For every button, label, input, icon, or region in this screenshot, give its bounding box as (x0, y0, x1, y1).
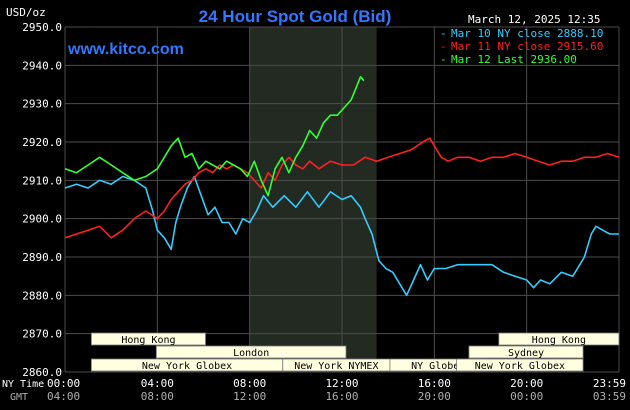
legend-entry: Mar 12 Last 2936.00 (451, 53, 577, 66)
session-bar (456, 358, 584, 372)
gmt-label: GMT (10, 392, 28, 403)
price-series (64, 76, 620, 297)
session-label: London (233, 348, 269, 359)
x-tick-label-gmt: 20:00 (418, 390, 451, 403)
chart-title: 24 Hour Spot Gold (Bid) (199, 7, 392, 26)
x-tick-label-ny: 23:59 (593, 377, 626, 390)
session-bar (468, 345, 584, 359)
x-tick-label-ny: 20:00 (510, 377, 543, 390)
y-tick-label: 2890.0 (22, 251, 62, 264)
series-line-2 (64, 137, 620, 239)
y-axis-ticks: 2950.0 2940.0 2930.0 2920.0 2910.0 2900.0 2890… (22, 21, 62, 379)
session-label: New York NYMEX (294, 361, 378, 372)
y-tick-label: 2880.0 (22, 289, 62, 302)
x-tick-label-gmt: 12:00 (233, 390, 266, 403)
session-label: Hong Kong (121, 335, 175, 346)
session-label: NY Globex (411, 361, 465, 372)
x-tick-label-gmt: 16:00 (325, 390, 358, 403)
session-bar (155, 345, 347, 359)
x-tick-label-ny: 16:00 (418, 377, 451, 390)
session-label: Hong Kong (532, 335, 586, 346)
x-axis-ticks: 00:0004:0004:0008:0008:0012:0012:0016:00… (47, 377, 626, 403)
session-bar (498, 332, 620, 346)
y-tick-label: 2860.0 (22, 366, 62, 379)
y-tick-label: 2870.0 (22, 328, 62, 341)
x-tick-label-gmt: 04:00 (47, 390, 80, 403)
series-line-3 (64, 76, 365, 197)
y-tick-label: 2900.0 (22, 213, 62, 226)
legend: - Mar 10 NY close 2888.10- Mar 11 NY close… (440, 27, 603, 66)
chart-datetime: March 12, 2025 12:35 (468, 13, 600, 26)
x-tick-label-ny: 04:00 (141, 377, 174, 390)
x-tick-label-ny: 08:00 (233, 377, 266, 390)
ny-time-label: NY Time (2, 379, 44, 390)
y-tick-label: 2930.0 (22, 98, 62, 111)
units-label: USD/oz (6, 6, 46, 19)
x-tick-label-gmt: 00:00 (510, 390, 543, 403)
y-tick-label: 2950.0 (22, 21, 62, 34)
legend-dash: - (440, 53, 447, 66)
session-label: New York Globex (142, 361, 232, 372)
y-tick-label: 2910.0 (22, 174, 62, 187)
legend-dash: - (440, 40, 447, 53)
x-tick-label-gmt: 03:59 (593, 390, 626, 403)
legend-entry: Mar 11 NY close 2915.60 (451, 40, 603, 53)
session-label: Sydney (508, 348, 544, 359)
legend-dash: - (440, 27, 447, 40)
y-tick-label: 2920.0 (22, 136, 62, 149)
series-line-1 (64, 175, 619, 297)
x-tick-label-ny: 12:00 (325, 377, 358, 390)
legend-entry: Mar 10 NY close 2888.10 (451, 27, 603, 40)
site-link[interactable]: www.kitco.com (67, 41, 184, 58)
x-tick-label-ny: 00:00 (47, 377, 80, 390)
session-label: New York Globex (475, 361, 565, 372)
x-tick-label-gmt: 08:00 (141, 390, 174, 403)
session-bar (90, 332, 206, 346)
y-tick-label: 2940.0 (22, 59, 62, 72)
